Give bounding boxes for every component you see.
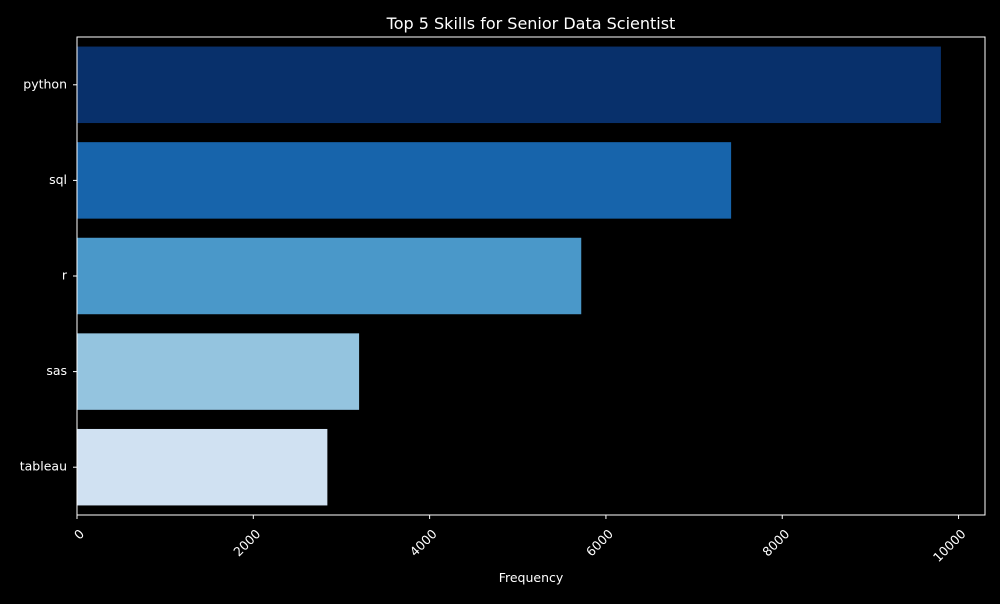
x-tick-label: 4000 — [407, 526, 440, 559]
x-axis-label: Frequency — [499, 570, 564, 585]
y-tick-label-sql: sql — [49, 172, 67, 187]
y-tick-label-sas: sas — [46, 363, 67, 378]
x-tick-label: 6000 — [583, 526, 616, 559]
bar-tableau — [77, 428, 328, 506]
x-tick-label: 10000 — [930, 526, 969, 565]
y-axis-ticks: python sql r sas tableau — [20, 76, 77, 474]
x-tick-label: 8000 — [759, 526, 792, 559]
x-tick-label: 2000 — [230, 526, 263, 559]
bars-group — [77, 46, 941, 506]
y-tick-label-tableau: tableau — [20, 459, 67, 474]
bar-r — [77, 237, 582, 315]
bar-sql — [77, 142, 732, 219]
x-tick-label: 0 — [71, 526, 87, 542]
chart-title: Top 5 Skills for Senior Data Scientist — [386, 14, 676, 33]
y-tick-label-python: python — [23, 76, 67, 91]
y-tick-label-r: r — [62, 268, 68, 283]
x-axis-ticks: 0 2000 4000 6000 8000 10000 — [71, 515, 969, 565]
bar-sas — [77, 333, 360, 410]
bar-python — [77, 46, 941, 124]
